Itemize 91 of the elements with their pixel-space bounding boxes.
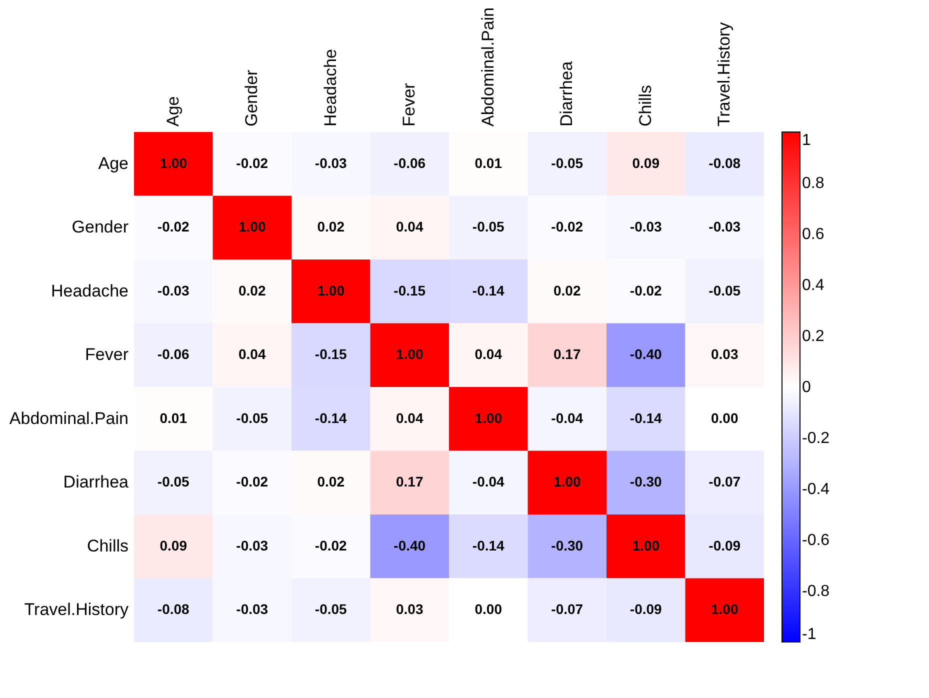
data-label: -0.02 <box>236 474 268 490</box>
data-label: -0.03 <box>157 282 190 298</box>
data-label: 0.01 <box>160 410 188 426</box>
data-label: 1.00 <box>160 154 188 171</box>
data-label: 0.00 <box>711 410 738 426</box>
data-label: -0.40 <box>394 537 426 554</box>
x-tick-label: Travel.History <box>714 22 734 126</box>
data-label: -0.14 <box>630 410 662 426</box>
data-label: 1.00 <box>474 410 502 426</box>
x-tick-label: Gender <box>242 69 262 126</box>
data-label: -0.07 <box>708 474 741 490</box>
data-label: 1.00 <box>238 218 266 235</box>
data-label: -0.03 <box>236 537 268 554</box>
data-label: 1.00 <box>632 537 660 554</box>
data-label: -0.04 <box>472 474 505 490</box>
x-tick-label: Chills <box>636 84 655 126</box>
data-label: 0.04 <box>474 346 502 362</box>
x-tick-label: Abdominal.Pain <box>478 7 498 126</box>
data-label: -0.02 <box>551 218 584 235</box>
data-label: 0.02 <box>317 474 345 490</box>
color-bar-label: -0.2 <box>802 430 830 447</box>
color-bar-label: -1 <box>802 626 816 643</box>
y-tick-label: Gender <box>72 218 129 237</box>
data-label: 0.17 <box>554 346 581 362</box>
data-label: 0.04 <box>396 410 424 426</box>
color-bar-label: -0.4 <box>802 481 830 498</box>
data-label: -0.05 <box>551 154 584 171</box>
data-label: 0.09 <box>160 537 188 554</box>
data-label: -0.08 <box>708 154 741 171</box>
color-bar-label: 0.2 <box>802 328 824 345</box>
data-label: -0.07 <box>551 601 584 618</box>
data-label: 0.04 <box>238 346 266 362</box>
y-tick-label: Headache <box>50 281 128 300</box>
data-label: 1.00 <box>317 282 345 298</box>
data-label: -0.03 <box>314 154 348 171</box>
color-bar-label: -0.8 <box>802 583 830 600</box>
data-label: 0.09 <box>632 154 660 171</box>
data-label: -0.15 <box>314 346 348 362</box>
data-label: 1.00 <box>396 346 424 362</box>
data-label: -0.02 <box>630 282 662 298</box>
data-label: 0.00 <box>474 601 502 618</box>
data-label: -0.09 <box>708 537 741 554</box>
data-label: -0.05 <box>314 601 348 618</box>
data-label: -0.30 <box>551 537 584 554</box>
data-label: -0.14 <box>472 282 505 298</box>
data-label: -0.15 <box>394 282 426 298</box>
data-label: 0.03 <box>396 601 424 618</box>
data-label: -0.06 <box>157 346 190 362</box>
data-label: -0.05 <box>236 410 268 426</box>
data-label: -0.14 <box>472 537 505 554</box>
data-label: -0.03 <box>236 601 268 618</box>
data-label: -0.30 <box>630 474 662 490</box>
data-label: 0.02 <box>238 282 266 298</box>
x-tick-label: Fever <box>400 82 419 126</box>
data-label: -0.14 <box>314 410 348 426</box>
x-tick-label: Age <box>163 96 182 126</box>
data-label: 0.17 <box>396 474 424 490</box>
data-label: -0.02 <box>236 154 268 171</box>
y-tick-label: Fever <box>85 345 129 364</box>
data-label: -0.03 <box>630 218 662 235</box>
data-label: -0.05 <box>472 218 505 235</box>
x-tick-label: Headache <box>320 48 340 126</box>
data-label: 0.04 <box>396 218 424 235</box>
data-label: -0.04 <box>551 410 584 426</box>
color-bar-label: 0 <box>802 379 811 396</box>
data-label: 1.00 <box>554 474 581 490</box>
data-label: -0.02 <box>314 537 348 554</box>
data-label: -0.40 <box>630 346 662 362</box>
y-tick-label: Diarrhea <box>63 472 130 492</box>
color-bar-label: 0.6 <box>802 226 824 243</box>
data-label: -0.02 <box>157 218 190 235</box>
data-label: 0.03 <box>711 346 738 362</box>
data-label: 1.00 <box>711 601 738 618</box>
y-tick-label: Abdominal.Pain <box>9 408 128 428</box>
y-tick-label: Age <box>98 154 128 173</box>
data-label: -0.05 <box>708 282 741 298</box>
y-tick-label: Chills <box>86 536 128 556</box>
x-tick-label: Diarrhea <box>557 60 576 126</box>
color-bar-label: 1 <box>802 132 811 149</box>
data-label: -0.05 <box>157 474 190 490</box>
data-label: 0.02 <box>554 282 581 298</box>
data-label: -0.03 <box>708 218 741 235</box>
data-label: -0.06 <box>394 154 426 171</box>
data-label: 0.02 <box>317 218 345 235</box>
data-label: -0.08 <box>157 601 190 618</box>
color-bar-label: -0.6 <box>802 532 830 549</box>
y-tick-label: Travel.History <box>24 600 129 620</box>
color-bar-label: 0.8 <box>802 175 824 192</box>
color-bar-label: 0.4 <box>802 277 824 294</box>
data-label: 0.01 <box>474 154 502 171</box>
data-label: -0.09 <box>630 601 662 618</box>
